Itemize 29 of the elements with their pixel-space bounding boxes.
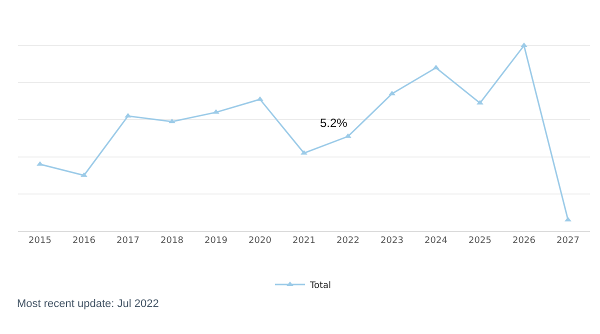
point [388,90,396,96]
x-tick-label: 2017 [116,236,140,246]
x-tick-label: 2024 [424,236,448,246]
x-tick-label: 2019 [204,236,228,246]
annotation: 5.2% [320,116,348,130]
point [36,161,44,166]
point [168,118,176,124]
text: Most recent update: Jul 2022 [17,298,159,310]
x-tick-label: 2018 [160,236,184,246]
x-tick-label: 2022 [336,236,360,246]
point [476,100,484,105]
point [124,113,132,118]
x-tick-label: 2027 [556,236,580,246]
x-tick-label: 2021 [292,236,316,246]
point [300,150,308,155]
x-tick-label: 2016 [72,236,96,246]
x-tick-label: 2025 [468,236,492,246]
x-tick-label: 2020 [248,236,272,246]
x-tick-label: 2026 [512,236,536,246]
point [212,109,220,114]
legend-label: Total [309,281,332,292]
point [256,96,264,101]
point [564,216,572,222]
point [344,133,352,138]
x-tick-label: 2023 [380,236,404,246]
x-tick-label: 2015 [28,236,52,246]
point [432,64,440,70]
point [80,172,88,177]
point [520,42,528,48]
